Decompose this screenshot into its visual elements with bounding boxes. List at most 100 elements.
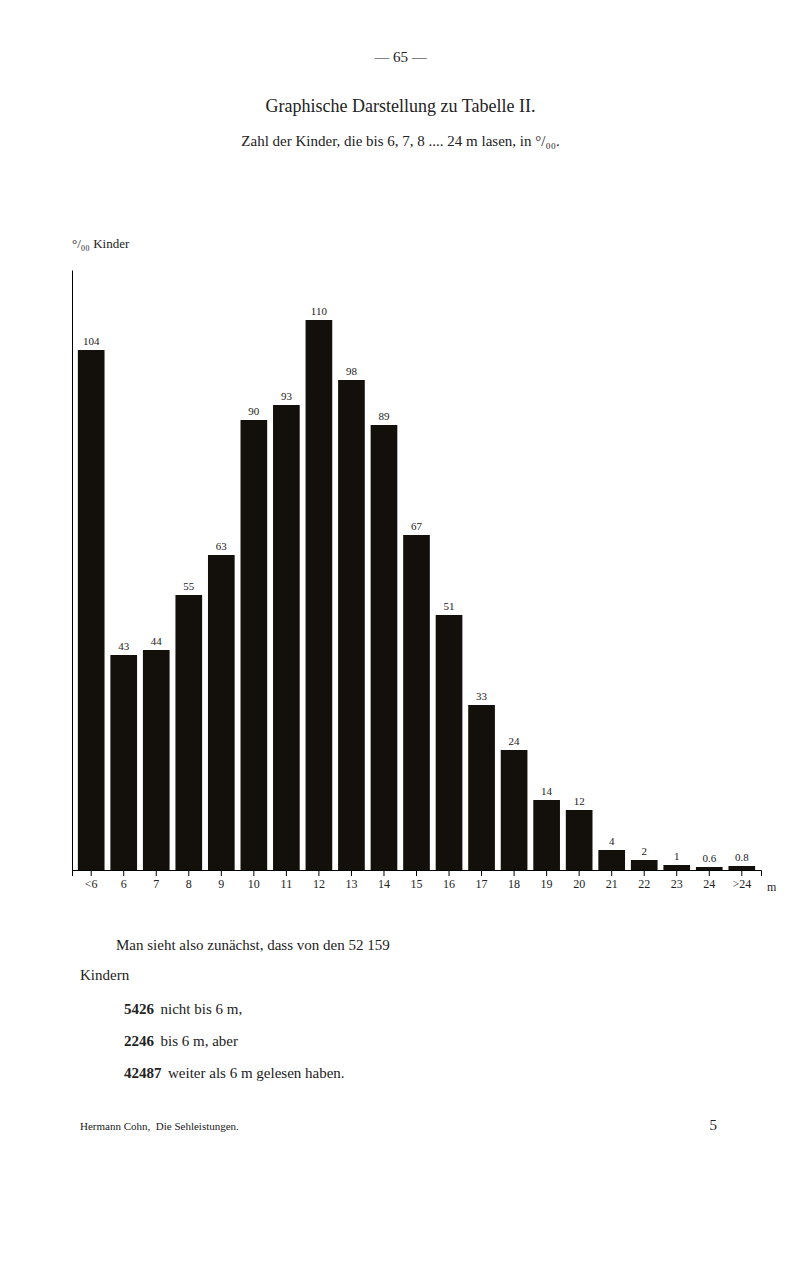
x-tick-label: 8 xyxy=(186,877,192,891)
x-tick-label: 15 xyxy=(411,877,423,891)
x-tick: 20 xyxy=(573,870,585,891)
subtitle: Zahl der Kinder, die bis 6, 7, 8 .... 24… xyxy=(241,133,559,149)
x-tick: 19 xyxy=(541,870,553,891)
body-number: 2246 xyxy=(124,1033,155,1049)
x-tick: 7 xyxy=(153,870,159,891)
data-label: 24 xyxy=(509,735,521,747)
x-axis: <66789101112131415161718192021222324>24 xyxy=(73,870,762,891)
x-tick-label: 14 xyxy=(378,877,390,891)
x-tick-label: <6 xyxy=(85,877,98,891)
x-tick-mark xyxy=(188,870,189,876)
data-label: 43 xyxy=(118,640,130,652)
x-tick-label: 12 xyxy=(313,877,325,891)
x-tick-mark xyxy=(318,870,319,876)
footer-left: Hermann Cohn, Die Sehleistungen. xyxy=(80,1120,239,1132)
x-tick: 10 xyxy=(248,870,260,891)
bar xyxy=(338,380,365,870)
x-tick-label: 16 xyxy=(443,877,455,891)
x-tick-label: >24 xyxy=(732,877,751,891)
x-axis-line xyxy=(73,871,762,877)
x-tick: 12 xyxy=(313,870,325,891)
x-tick-label: 7 xyxy=(153,877,159,891)
page-number: — 65 — xyxy=(373,49,428,65)
body-text: Man sieht also zunächst, dass von den 52… xyxy=(116,937,390,953)
x-tick: 9 xyxy=(218,870,224,891)
x-tick-mark xyxy=(221,870,222,876)
data-labels: 10443445563909311098896751332414124210.6… xyxy=(83,305,749,864)
x-tick-label: 18 xyxy=(508,877,520,891)
x-tick-mark xyxy=(709,870,710,876)
x-tick-mark xyxy=(449,870,450,876)
data-label: 33 xyxy=(476,690,488,702)
annotations: — 65 — Man sieht also zunächst, dass von … xyxy=(80,49,717,1133)
x-tick-label: 10 xyxy=(248,877,260,891)
bar xyxy=(533,800,560,870)
bar xyxy=(436,615,463,870)
x-tick-label: 13 xyxy=(345,877,357,891)
bar xyxy=(143,650,170,870)
x-tick-label: 19 xyxy=(541,877,553,891)
x-tick-mark xyxy=(416,870,417,876)
chart-container: <66789101112131415161718192021222324>241… xyxy=(0,0,801,1277)
bars xyxy=(78,320,755,870)
footer-right: 5 xyxy=(710,1117,718,1133)
x-tick: 24 xyxy=(703,870,715,891)
x-tick: 21 xyxy=(606,870,618,891)
x-tick-label: 21 xyxy=(606,877,618,891)
bar xyxy=(501,750,528,870)
x-tick: 23 xyxy=(671,870,683,891)
x-tick-label: 6 xyxy=(121,877,127,891)
bar xyxy=(566,810,593,870)
data-label: 14 xyxy=(541,785,553,797)
data-label: 90 xyxy=(248,405,260,417)
bar xyxy=(241,420,268,870)
bar xyxy=(728,866,755,870)
x-tick: <6 xyxy=(85,870,98,891)
data-label: 98 xyxy=(346,365,358,377)
bar xyxy=(696,867,723,870)
bar xyxy=(306,320,333,870)
body-text: Kindern xyxy=(80,967,130,983)
data-label: 1 xyxy=(674,850,680,862)
bar xyxy=(110,655,137,870)
x-tick: 8 xyxy=(186,870,192,891)
x-tick-mark xyxy=(676,870,677,876)
x-tick: 6 xyxy=(121,870,127,891)
x-tick-label: 24 xyxy=(703,877,715,891)
x-tick-mark xyxy=(351,870,352,876)
x-tick: >24 xyxy=(732,870,751,891)
data-label: 0.6 xyxy=(702,852,716,864)
bar xyxy=(403,535,430,870)
x-tick: 15 xyxy=(411,870,423,891)
x-tick-mark xyxy=(514,870,515,876)
bar xyxy=(468,705,495,870)
chart-svg: <66789101112131415161718192021222324>241… xyxy=(0,0,801,1277)
x-tick: 17 xyxy=(476,870,488,891)
bar xyxy=(78,350,105,870)
x-tick-mark xyxy=(383,870,384,876)
bar xyxy=(273,405,300,870)
y-axis-line xyxy=(72,271,73,871)
x-tick-label: 23 xyxy=(671,877,683,891)
x-tick: 18 xyxy=(508,870,520,891)
x-tick: 22 xyxy=(638,870,650,891)
x-tick-mark xyxy=(741,870,742,876)
bar xyxy=(371,425,398,870)
bar xyxy=(631,860,658,870)
bar xyxy=(208,555,235,870)
x-tick-mark xyxy=(611,870,612,876)
bar xyxy=(175,595,202,870)
x-axis-label: m xyxy=(767,880,777,894)
x-tick-mark xyxy=(579,870,580,876)
data-label: 67 xyxy=(411,520,423,532)
data-label: 55 xyxy=(183,580,195,592)
x-tick-mark xyxy=(546,870,547,876)
x-tick-label: 9 xyxy=(218,877,224,891)
body-text: weiter als 6 m gelesen haben. xyxy=(168,1065,345,1081)
x-tick: 13 xyxy=(345,870,357,891)
y-axis xyxy=(72,271,73,871)
data-label: 4 xyxy=(609,835,615,847)
bar xyxy=(663,865,690,870)
data-label: 110 xyxy=(311,305,328,317)
y-axis-label: °/₀₀ Kinder xyxy=(72,236,130,251)
